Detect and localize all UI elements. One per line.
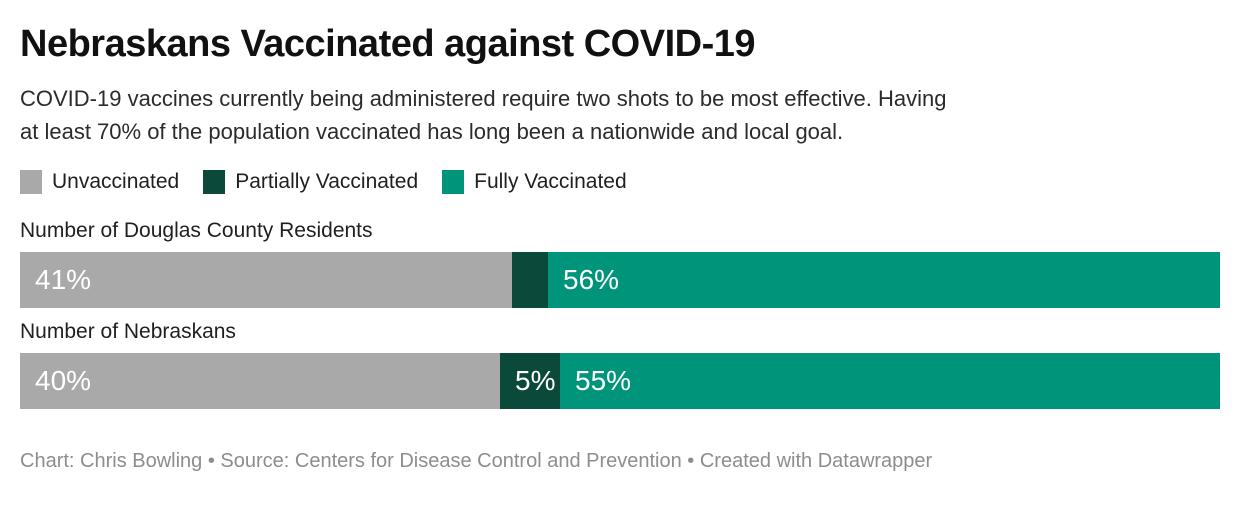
legend-label: Partially Vaccinated <box>235 169 419 193</box>
legend-swatch-partially-vaccinated <box>203 169 226 194</box>
legend-swatch-unvaccinated <box>20 169 42 194</box>
legend-swatch-fully-vaccinated <box>442 169 465 194</box>
legend-item-partially-vaccinated: Partially Vaccinated <box>203 169 419 194</box>
chart-description-line: at least 70% of the population vaccinate… <box>20 118 844 144</box>
bar-segment-fully-vaccinated: 55% <box>560 352 1220 409</box>
bar-segment-partially-vaccinated: 5% <box>500 352 560 409</box>
bar-segment-partially-vaccinated <box>512 251 548 308</box>
bar-value-label: 55% <box>575 364 632 396</box>
bar-value-label: 41% <box>35 263 92 295</box>
bar-segment-fully-vaccinated: 56% <box>548 251 1220 308</box>
legend: Unvaccinated Partially Vaccinated Fully … <box>20 169 1220 194</box>
chart-byline: Chart: Chris Bowling • Source: Centers f… <box>20 449 933 472</box>
bar-segment-unvaccinated: 41% <box>20 251 512 308</box>
legend-item-unvaccinated: Unvaccinated <box>20 169 180 194</box>
bar-segment-unvaccinated: 40% <box>20 352 500 409</box>
bar-row-nebraskans: 40% 5% 55% <box>20 352 1220 409</box>
bar-value-label: 40% <box>35 364 92 396</box>
bar-value-label: 5% <box>515 364 556 396</box>
legend-item-fully-vaccinated: Fully Vaccinated <box>442 169 627 194</box>
chart-description: COVID-19 vaccines currently being admini… <box>20 82 1220 148</box>
legend-label: Unvaccinated <box>52 169 180 193</box>
chart-description-line: COVID-19 vaccines currently being admini… <box>20 85 947 111</box>
legend-label: Fully Vaccinated <box>474 169 627 193</box>
bar-row-label-douglas-county: Number of Douglas County Residents <box>20 218 373 242</box>
chart-title: Nebraskans Vaccinated against COVID-19 <box>20 23 756 65</box>
bar-row-douglas-county: 41% 56% <box>20 251 1220 308</box>
bar-row-label-nebraskans: Number of Nebraskans <box>20 319 236 343</box>
bar-value-label: 56% <box>563 263 620 295</box>
